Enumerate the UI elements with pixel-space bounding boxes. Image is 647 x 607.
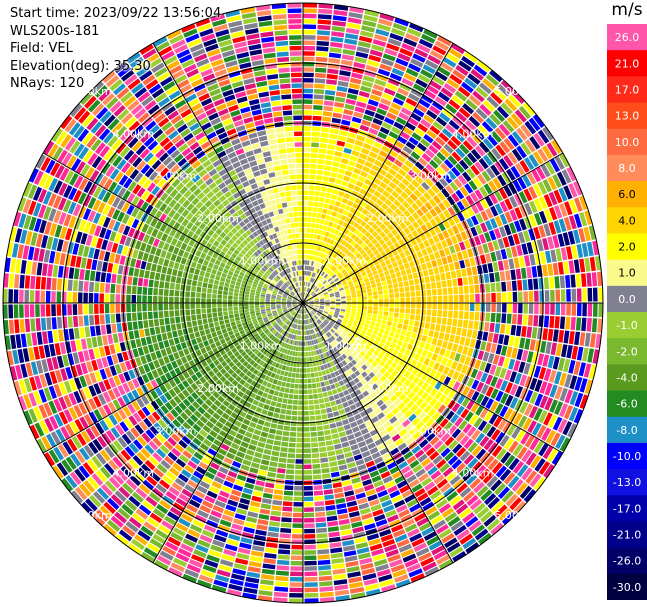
colorbar-tick-label: 4.0 <box>618 214 636 227</box>
velocity-colorbar: 26.0 21.0 17.0 13.0 10.0 8.0 6.0 4.0 2.0 1.0 0.0 -1… <box>607 24 647 600</box>
colorbar-segment <box>607 285 647 313</box>
colorbar-tick-label: 21.0 <box>615 57 640 70</box>
colorbar-segment <box>607 50 647 77</box>
colorbar-tick-label: -2.0 <box>616 345 637 358</box>
range-ring-label: 5.00km <box>494 509 536 522</box>
colorbar-tick-label: 0.0 <box>618 293 636 306</box>
colorbar-tick-label: 10.0 <box>615 136 640 149</box>
instrument-name: WLS200s-181 <box>10 23 100 39</box>
colorbar-segment <box>607 312 647 339</box>
azimuth-line <box>152 302 304 564</box>
range-ring-label: 3.00km <box>409 424 451 437</box>
azimuth-line <box>302 152 564 304</box>
elevation: Elevation(deg): 35.30 <box>10 58 151 74</box>
colorbar-tick-label: -6.0 <box>616 398 637 411</box>
colorbar-segment <box>607 364 647 392</box>
colorbar-segment <box>607 495 647 522</box>
colorbar-segment <box>607 154 647 182</box>
colorbar-tick-label: 2.0 <box>618 241 636 254</box>
azimuth-line <box>42 302 304 454</box>
range-ring-label: 2.00km <box>367 382 409 395</box>
colorbar-tick-label: -1.0 <box>616 319 637 332</box>
colorbar-tick-label: -26.0 <box>613 555 641 568</box>
colorbar-tick-label: -4.0 <box>616 371 637 384</box>
colorbar-tick-label: -8.0 <box>616 424 637 437</box>
colorbar-tick-label: 17.0 <box>615 83 640 96</box>
ray-count: NRays: 120 <box>10 76 85 92</box>
range-ring-label: 4.00km <box>452 467 494 480</box>
colorbar-segment <box>607 181 647 208</box>
range-ring-label: 4.00km <box>113 127 155 140</box>
colorbar-segment <box>607 416 647 444</box>
colorbar-segment <box>607 338 647 365</box>
colorbar-tick-label: -10.0 <box>613 450 641 463</box>
range-ring-label: 3.00km <box>155 170 197 183</box>
colorbar-segment <box>607 390 647 418</box>
azimuth-line <box>152 42 304 304</box>
colorbar-segment <box>607 76 647 104</box>
range-ring-label: 2.00km <box>367 212 409 225</box>
colorbar-tick-label: -13.0 <box>613 476 641 489</box>
range-rings <box>2 2 604 604</box>
azimuth-line <box>42 152 304 304</box>
colorbar-segment <box>607 128 647 156</box>
range-ring-label: 3.00km <box>409 170 451 183</box>
range-ring-label: 3.00km <box>155 424 197 437</box>
colorbar-tick-label: 8.0 <box>618 162 636 175</box>
colorbar-segment <box>607 442 647 470</box>
range-ring-label: 1.00km <box>325 339 367 352</box>
range-ring-label: 1.00km <box>325 255 367 268</box>
range-ring-labels: 1.00km 1.00km 1.00km 1.00km 2.00km 2.00km 2.00… <box>70 85 536 522</box>
colorbar-tick-label: 26.0 <box>615 31 640 44</box>
range-ring-label: 2.00km <box>197 212 239 225</box>
range-ring-label: 2.00km <box>197 382 239 395</box>
colorbar-segment <box>607 469 647 496</box>
colorbar-segment <box>607 521 647 549</box>
range-ring-label: 4.00km <box>452 127 494 140</box>
colorbar-segment <box>607 547 647 575</box>
colorbar-tick-label: -30.0 <box>613 581 641 594</box>
range-ring-label: 5.00km <box>70 509 112 522</box>
scan-info: Start time: 2023/09/22 13:56:04 WLS200s-… <box>10 5 221 93</box>
azimuth-line <box>302 302 454 564</box>
range-ring-label: 1.00km <box>240 255 282 268</box>
colorbar-segment <box>607 233 647 261</box>
colorbar-tick-label: 1.0 <box>618 267 636 280</box>
colorbar-unit: m/s <box>611 0 643 20</box>
start-time: Start time: 2023/09/22 13:56:04 <box>10 6 222 21</box>
range-ring-label: 1.00km <box>240 339 282 352</box>
ppi-radar-plot: 1.00km 1.00km 1.00km 1.00km 2.00km 2.00km 2.00… <box>2 2 604 604</box>
range-ring-label: 5.00km <box>70 85 112 98</box>
colorbar-tick-label: -21.0 <box>613 529 641 542</box>
colorbar-segment <box>607 259 647 287</box>
colorbar-tick-label: 6.0 <box>618 188 636 201</box>
colorbar-segment <box>607 102 647 130</box>
field-name: Field: VEL <box>10 41 73 57</box>
azimuth-line <box>302 42 454 304</box>
colorbar-segment <box>607 207 647 234</box>
azimuth-line <box>302 302 564 454</box>
colorbar-segment <box>607 24 647 51</box>
colorbar-tick-label: 13.0 <box>615 110 640 123</box>
colorbar-segment <box>607 573 647 600</box>
range-ring-label: 5.00km <box>494 85 536 98</box>
range-ring-label: 4.00km <box>113 467 155 480</box>
colorbar-tick-label: -17.0 <box>613 502 641 515</box>
